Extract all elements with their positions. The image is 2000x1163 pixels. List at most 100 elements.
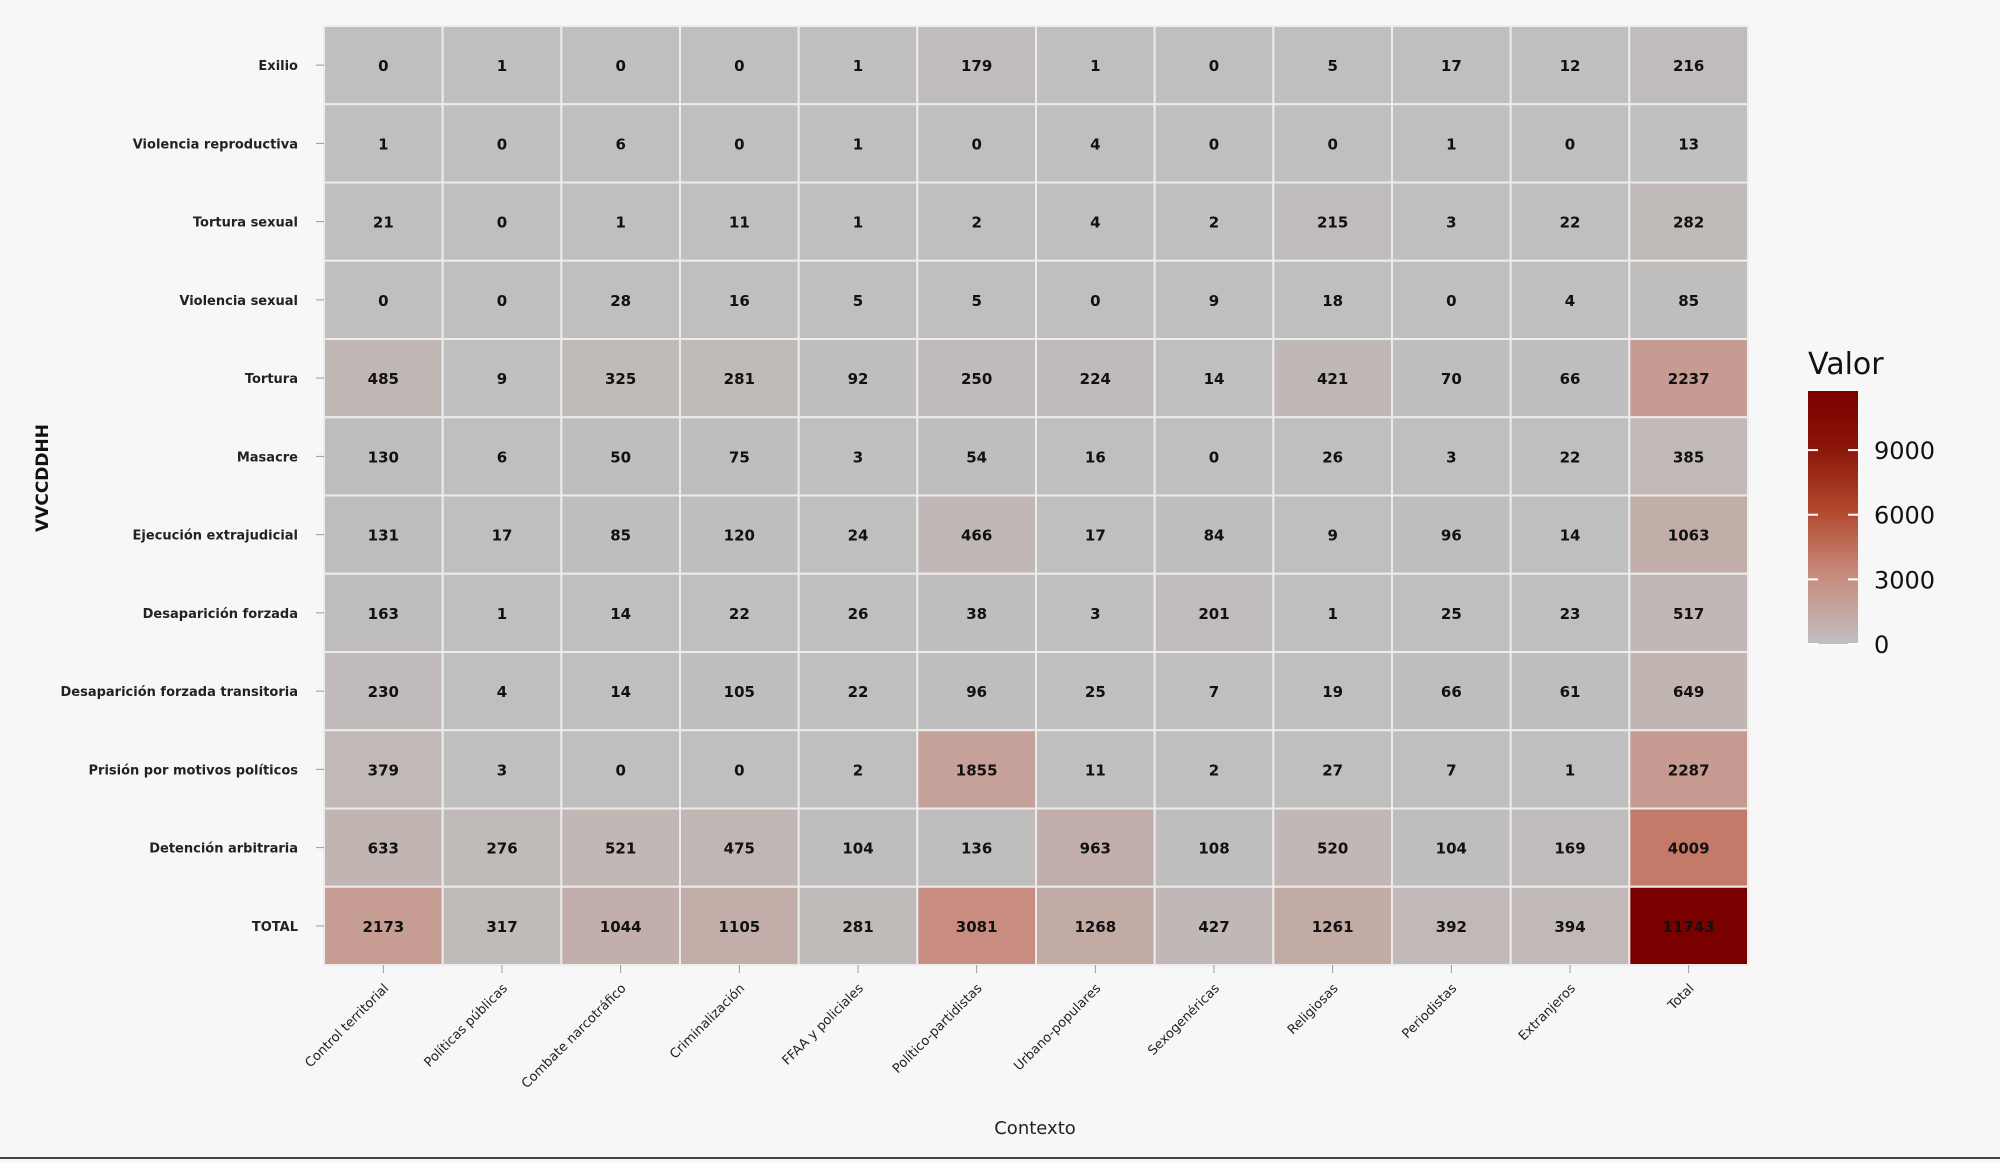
cell-value-label: 475 — [724, 840, 755, 858]
cell-value-label: 9 — [497, 370, 507, 388]
cell-value-label: 5 — [1327, 57, 1337, 75]
heatmap-cell — [323, 807, 444, 888]
heatmap-cell — [916, 807, 1037, 888]
cell-value-label: 14 — [610, 605, 631, 623]
y-tick-label: Tortura — [245, 372, 298, 387]
cell-value-label: 0 — [497, 135, 507, 153]
heatmap-cell — [1391, 25, 1512, 106]
cell-value-label: 0 — [1209, 135, 1219, 153]
heatmap-cell — [1509, 729, 1631, 810]
heatmap-cell — [797, 572, 919, 653]
window-bottom-edge — [0, 1157, 2000, 1159]
cell-value-label: 163 — [368, 605, 399, 623]
x-axis: Control territorial Políticas públicas Com… — [302, 965, 1697, 1092]
cell-value-label: 104 — [1436, 840, 1467, 858]
cell-value-label: 466 — [961, 527, 992, 545]
cell-value-label: 0 — [1090, 292, 1100, 310]
heatmap-cell — [560, 885, 681, 966]
cell-value-label: 230 — [368, 683, 399, 701]
cell-value-label: 130 — [368, 448, 399, 466]
cell-value-label: 14 — [610, 683, 631, 701]
cell-value-label: 0 — [378, 57, 388, 75]
cell-value-label: 2287 — [1668, 761, 1710, 779]
heatmap-cell — [1509, 885, 1631, 966]
heatmap-cell — [560, 25, 681, 106]
heatmap-cell — [441, 729, 563, 810]
heatmap-cell — [1509, 651, 1631, 732]
cell-value-label: 0 — [497, 214, 507, 232]
cell-value-label: 16 — [729, 292, 750, 310]
y-axis: Exilio Violencia reproductiva Tortura sexu… — [60, 59, 324, 935]
heatmap-cell — [441, 103, 563, 184]
cell-value-label: 19 — [1322, 683, 1343, 701]
cell-value-label: 11743 — [1663, 918, 1715, 936]
heatmap-cell — [916, 494, 1037, 575]
heatmap-cell — [1628, 572, 1750, 653]
cell-value-label: 85 — [610, 527, 631, 545]
heatmap-cell — [560, 494, 681, 575]
cell-value-label: 379 — [368, 761, 399, 779]
cell-value-label: 1 — [378, 135, 388, 153]
y-tick-label: TOTAL — [252, 920, 298, 935]
heatmap-cell — [1509, 259, 1631, 340]
cell-value-label: 427 — [1198, 918, 1229, 936]
heatmap-cell — [1509, 494, 1631, 575]
x-tick-label: Religiosas — [1285, 981, 1342, 1038]
cell-value-label: 92 — [848, 370, 869, 388]
cell-value-label: 1855 — [956, 761, 998, 779]
heatmap-cell — [916, 259, 1037, 340]
cell-value-label: 26 — [1322, 448, 1343, 466]
heatmap-cell — [1035, 651, 1156, 732]
heatmap-cell — [797, 729, 919, 810]
cell-value-label: 4 — [1090, 135, 1100, 153]
heatmap-cell — [323, 25, 444, 106]
cell-value-label: 215 — [1317, 214, 1348, 232]
heatmap-cell — [441, 885, 563, 966]
cell-value-label: 5 — [971, 292, 981, 310]
cell-value-label: 120 — [724, 527, 755, 545]
cell-value-label: 0 — [615, 761, 625, 779]
cell-value-label: 392 — [1436, 918, 1467, 936]
y-tick-label: Prisión por motivos políticos — [89, 763, 299, 778]
heatmap-cell — [1509, 338, 1631, 419]
cell-value-label: 325 — [605, 370, 636, 388]
heatmap-cell — [1153, 651, 1275, 732]
cell-value-label: 9 — [1327, 527, 1337, 545]
y-tick-label: Exilio — [258, 59, 298, 74]
heatmap-cell — [916, 416, 1037, 497]
legend-colorbar — [1808, 391, 1858, 644]
cell-value-label: 3 — [1446, 214, 1456, 232]
cell-value-label: 4009 — [1668, 840, 1710, 858]
cell-value-label: 2173 — [362, 918, 404, 936]
cell-value-label: 11 — [1085, 761, 1106, 779]
cell-value-label: 1261 — [1312, 918, 1354, 936]
heatmap-cell — [323, 572, 444, 653]
cell-value-label: 50 — [610, 448, 631, 466]
heatmap-cell — [323, 338, 444, 419]
heatmap-cell — [1035, 572, 1156, 653]
heatmap-cell — [679, 807, 800, 888]
heatmap-cell — [441, 651, 563, 732]
cell-value-label: 317 — [486, 918, 517, 936]
legend-title: Valor — [1808, 347, 1884, 382]
cell-value-label: 1 — [497, 57, 507, 75]
heatmap-cell — [916, 103, 1037, 184]
cell-value-label: 485 — [368, 370, 399, 388]
heatmap-cell — [441, 338, 563, 419]
cell-value-label: 6 — [497, 448, 507, 466]
cell-value-label: 14 — [1560, 527, 1581, 545]
cell-value-label: 17 — [1441, 57, 1462, 75]
cell-value-label: 281 — [724, 370, 755, 388]
heatmap-cell — [679, 494, 800, 575]
cell-value-label: 1 — [1446, 135, 1456, 153]
cell-value-label: 7 — [1209, 683, 1219, 701]
cell-value-label: 108 — [1198, 840, 1229, 858]
legend-tick-label: 0 — [1874, 631, 1889, 659]
cell-value-label: 2 — [1209, 761, 1219, 779]
y-tick-label: Tortura sexual — [193, 216, 298, 231]
heatmap-cell — [1628, 103, 1750, 184]
cell-value-label: 131 — [368, 527, 399, 545]
color-legend: Valor 0 3000 6000 9000 — [1808, 347, 1935, 659]
